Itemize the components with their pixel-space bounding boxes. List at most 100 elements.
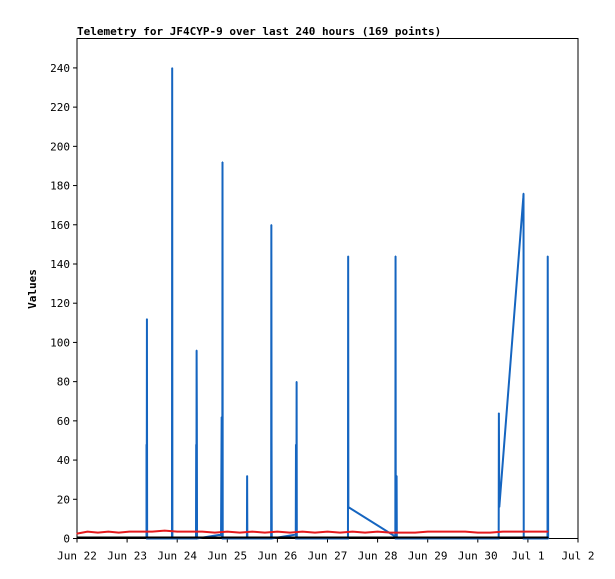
series-1-point (151, 531, 153, 533)
series-1-point (107, 531, 109, 533)
series-1-point (364, 532, 366, 534)
y-tick-label: 40 (57, 454, 70, 467)
y-axis-label: Values (26, 269, 39, 309)
series-1-point (251, 531, 253, 533)
series-1-point (439, 531, 441, 533)
series-0-point (295, 443, 297, 445)
y-tick-label: 0 (63, 533, 70, 546)
series-0-point (221, 533, 223, 536)
series-1-point (97, 532, 99, 534)
series-0-point (295, 533, 297, 536)
y-tick-label: 240 (50, 62, 70, 75)
x-tick-label: Jun 27 (308, 550, 348, 563)
series-0-point (522, 196, 524, 198)
series-1-point (86, 531, 89, 533)
x-tick-label: Jun 30 (458, 550, 498, 563)
series-0-point (394, 255, 397, 257)
series-0-point (196, 412, 198, 414)
series-0-point (270, 224, 272, 226)
series-1-point (301, 531, 304, 533)
series-0-point (522, 192, 525, 194)
series-1-point (176, 531, 178, 533)
series-1-point (514, 531, 516, 533)
series-1-point (539, 531, 542, 533)
series-2-point (547, 536, 549, 539)
series-0-point (347, 255, 349, 257)
series-0-point (296, 381, 298, 383)
series-1-point (489, 532, 491, 534)
series-0-point (498, 412, 500, 414)
series-1-point (164, 530, 166, 532)
x-tick-label: Jun 25 (207, 550, 247, 563)
series-0-point (347, 506, 349, 508)
series-1-point (201, 531, 203, 533)
series-0-point (196, 349, 198, 351)
series-1-point (389, 532, 391, 534)
series-1-point (377, 531, 379, 533)
series-1-point (276, 531, 278, 533)
x-tick-label: Jul 2 (561, 550, 594, 563)
y-tick-label: 200 (50, 140, 70, 153)
series-0-point (270, 443, 273, 445)
series-0-point (498, 506, 500, 508)
x-tick-label: Jun 24 (157, 550, 197, 563)
x-tick-label: Jun 26 (258, 550, 298, 563)
series-1-point (128, 531, 130, 533)
series-line-0 (145, 67, 550, 540)
series-1-point (239, 532, 241, 534)
series-0-point (146, 318, 148, 320)
x-tick-label: Jun 29 (408, 550, 448, 563)
series-1-point (477, 532, 479, 534)
series-1-point (427, 531, 429, 533)
series-0-point (547, 255, 549, 257)
series-1-point (314, 532, 316, 534)
series-1-point (326, 531, 329, 533)
y-tick-label: 180 (50, 180, 70, 193)
x-tick-label: Jun 22 (57, 550, 97, 563)
x-axis: Jun 22 Jun 23 Jun 24 Jun 25 Jun 26 Jun 27 Jun … (57, 538, 595, 563)
series-1-point (189, 531, 191, 533)
series-0-point (145, 443, 148, 445)
y-tick-label: 120 (50, 297, 70, 310)
series-2-point (76, 536, 78, 539)
series-1-point (452, 531, 454, 533)
series-line-1 (76, 529, 548, 535)
series-1-point (502, 531, 504, 533)
series-1-point (339, 532, 341, 534)
series-1-point (139, 531, 141, 533)
series-1-point (414, 532, 416, 534)
series-0-point (221, 161, 224, 163)
series-1-point (527, 531, 529, 533)
series-1-point (118, 532, 120, 534)
y-tick-label: 160 (50, 219, 70, 232)
series-0-point (547, 396, 549, 398)
series-1-point (464, 531, 466, 533)
chart-title: Telemetry for JF4CYP-9 over last 240 hou… (77, 25, 441, 38)
series-1-point (402, 532, 404, 534)
series-1-point (289, 532, 291, 534)
series-0-point (221, 416, 223, 418)
y-tick-label: 20 (57, 493, 70, 506)
series-0-point (220, 533, 222, 536)
y-tick-label: 140 (50, 258, 70, 271)
series-1-point (214, 532, 216, 534)
series-0-point (396, 475, 398, 477)
series-0-point (246, 475, 248, 477)
y-tick-label: 100 (50, 336, 70, 349)
x-tick-label: Jul 1 (511, 550, 544, 563)
series-1-point (264, 532, 266, 534)
series-0-point (171, 67, 173, 69)
y-axis: 0 20 40 60 80 100 120 140 160 180 200 220 240 (50, 62, 77, 546)
x-tick-label: Jun 28 (358, 550, 398, 563)
series-1-point (547, 531, 549, 533)
series-0-point (195, 443, 197, 445)
series-1-point (351, 531, 354, 533)
y-tick-label: 80 (57, 376, 70, 389)
y-tick-label: 220 (50, 101, 70, 114)
x-tick-label: Jun 23 (107, 550, 147, 563)
series-1-point (226, 531, 228, 533)
series-1-point (76, 533, 78, 535)
series-layer (76, 67, 550, 540)
y-tick-label: 60 (57, 415, 70, 428)
